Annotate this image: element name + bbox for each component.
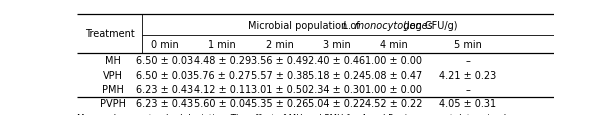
Text: L. monocytogenes: L. monocytogenes (343, 20, 433, 30)
Text: –: – (466, 56, 470, 66)
Text: 2.34 ± 0.30: 2.34 ± 0.30 (308, 84, 365, 94)
Text: 6.23 ± 0.43: 6.23 ± 0.43 (137, 84, 194, 94)
Text: VPH: VPH (103, 70, 122, 80)
Text: 4.52 ± 0.22: 4.52 ± 0.22 (365, 98, 423, 108)
Text: 5.60 ± 0.04: 5.60 ± 0.04 (194, 98, 251, 108)
Text: 5 min: 5 min (454, 40, 482, 50)
Text: 4 min: 4 min (380, 40, 408, 50)
Text: –: – (466, 84, 470, 94)
Text: 4.21 ± 0.23: 4.21 ± 0.23 (439, 70, 496, 80)
Text: 3.01 ± 0.50: 3.01 ± 0.50 (251, 84, 308, 94)
Text: 1 min: 1 min (208, 40, 236, 50)
Text: 5.04 ± 0.22: 5.04 ± 0.22 (308, 98, 365, 108)
Text: 5.08 ± 0.47: 5.08 ± 0.47 (365, 70, 423, 80)
Text: Mean values ± standard deviation. The effect of MH and PMH for 4 and 5 min were : Mean values ± standard deviation. The ef… (77, 113, 509, 115)
Text: Microbial population of: Microbial population of (248, 20, 363, 30)
Text: 5.18 ± 0.24: 5.18 ± 0.24 (308, 70, 365, 80)
Text: PVPH: PVPH (100, 98, 125, 108)
Text: 6.50 ± 0.03: 6.50 ± 0.03 (137, 70, 194, 80)
Text: 2.40 ± 0.46: 2.40 ± 0.46 (308, 56, 365, 66)
Text: 5.76 ± 0.27: 5.76 ± 0.27 (194, 70, 251, 80)
Text: 6.50 ± 0.03: 6.50 ± 0.03 (137, 56, 194, 66)
Text: 3.56 ± 0.49: 3.56 ± 0.49 (251, 56, 308, 66)
Text: 1.00 ± 0.00: 1.00 ± 0.00 (365, 84, 423, 94)
Text: 3 min: 3 min (323, 40, 351, 50)
Text: 4.48 ± 0.29: 4.48 ± 0.29 (194, 56, 251, 66)
Text: (log CFU/g): (log CFU/g) (400, 20, 458, 30)
Text: 1.00 ± 0.00: 1.00 ± 0.00 (365, 56, 423, 66)
Text: 0 min: 0 min (151, 40, 179, 50)
Text: MH: MH (105, 56, 121, 66)
Text: 4.05 ± 0.31: 4.05 ± 0.31 (439, 98, 496, 108)
Text: PMH: PMH (101, 84, 124, 94)
Text: Treatment: Treatment (85, 29, 135, 39)
Text: 5.57 ± 0.38: 5.57 ± 0.38 (251, 70, 308, 80)
Text: 6.23 ± 0.43: 6.23 ± 0.43 (137, 98, 194, 108)
Text: 5.35 ± 0.26: 5.35 ± 0.26 (251, 98, 308, 108)
Text: 2 min: 2 min (266, 40, 293, 50)
Text: 4.12 ± 0.11: 4.12 ± 0.11 (194, 84, 251, 94)
